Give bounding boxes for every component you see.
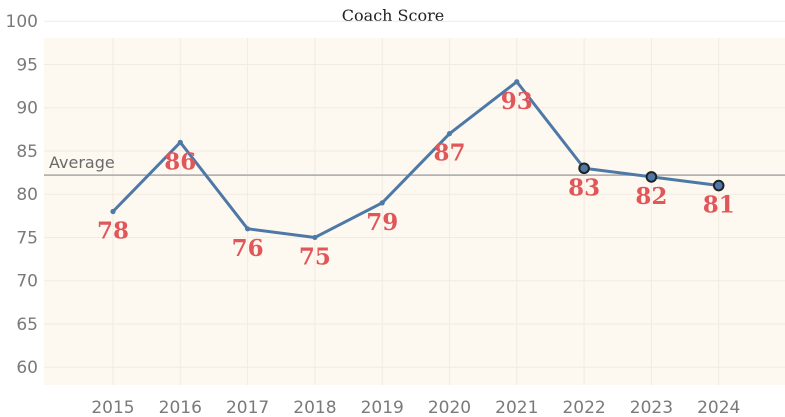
data-point bbox=[514, 79, 520, 85]
x-tick-label: 2015 bbox=[91, 398, 134, 417]
x-tick-label: 2021 bbox=[495, 398, 538, 417]
plot-background bbox=[44, 38, 785, 385]
data-label: 86 bbox=[164, 148, 196, 175]
y-tick-label: 60 bbox=[16, 358, 38, 378]
y-tick-label: 75 bbox=[16, 228, 38, 248]
y-tick-label: 100 bbox=[6, 12, 38, 32]
average-label: Average bbox=[49, 153, 115, 172]
data-label: 83 bbox=[568, 174, 600, 201]
series-coach-score bbox=[110, 79, 725, 241]
grid-lines bbox=[44, 20, 785, 385]
data-point bbox=[177, 139, 183, 145]
highlighted-point bbox=[578, 162, 590, 175]
x-tick-label: 2017 bbox=[226, 398, 269, 417]
x-tick-label: 2023 bbox=[630, 398, 673, 417]
x-tick-label: 2018 bbox=[293, 398, 336, 417]
x-tick-label: 2016 bbox=[159, 398, 202, 417]
series-line bbox=[111, 80, 721, 239]
data-point bbox=[312, 234, 318, 241]
data-label: 78 bbox=[97, 218, 129, 245]
data-label: 81 bbox=[703, 192, 735, 219]
data-label: 93 bbox=[501, 88, 533, 115]
x-tick-label: 2024 bbox=[697, 398, 740, 417]
x-tick-label: 2020 bbox=[428, 398, 471, 417]
y-tick-label: 90 bbox=[16, 99, 38, 119]
data-label: 82 bbox=[635, 183, 667, 210]
x-tick-label: 2019 bbox=[361, 398, 404, 417]
x-axis-ticks: 2015 2016 2017 2018 2019 2020 2021 2022 2023 2024 bbox=[91, 398, 740, 417]
data-label: 76 bbox=[232, 235, 264, 262]
data-point bbox=[245, 226, 251, 232]
highlighted-point bbox=[712, 179, 725, 192]
y-axis-ticks: 60 65 70 75 80 85 90 95 100 bbox=[6, 12, 38, 378]
data-label: 75 bbox=[299, 243, 331, 270]
y-tick-label: 95 bbox=[16, 55, 38, 75]
data-point bbox=[110, 208, 116, 215]
data-label: 79 bbox=[366, 209, 398, 236]
data-point bbox=[446, 131, 453, 137]
x-tick-label: 2022 bbox=[562, 398, 605, 417]
highlighted-point bbox=[645, 171, 658, 183]
y-tick-label: 85 bbox=[16, 142, 38, 162]
y-tick-label: 65 bbox=[16, 315, 38, 335]
y-tick-label: 70 bbox=[16, 272, 38, 292]
data-labels: 78 86 76 75 79 87 93 83 82 81 bbox=[97, 88, 735, 271]
data-point bbox=[379, 200, 385, 206]
data-label: 87 bbox=[433, 140, 465, 167]
chart-title: Coach Score bbox=[342, 6, 444, 25]
average-reference: Average bbox=[44, 153, 785, 176]
y-tick-label: 80 bbox=[16, 185, 38, 205]
